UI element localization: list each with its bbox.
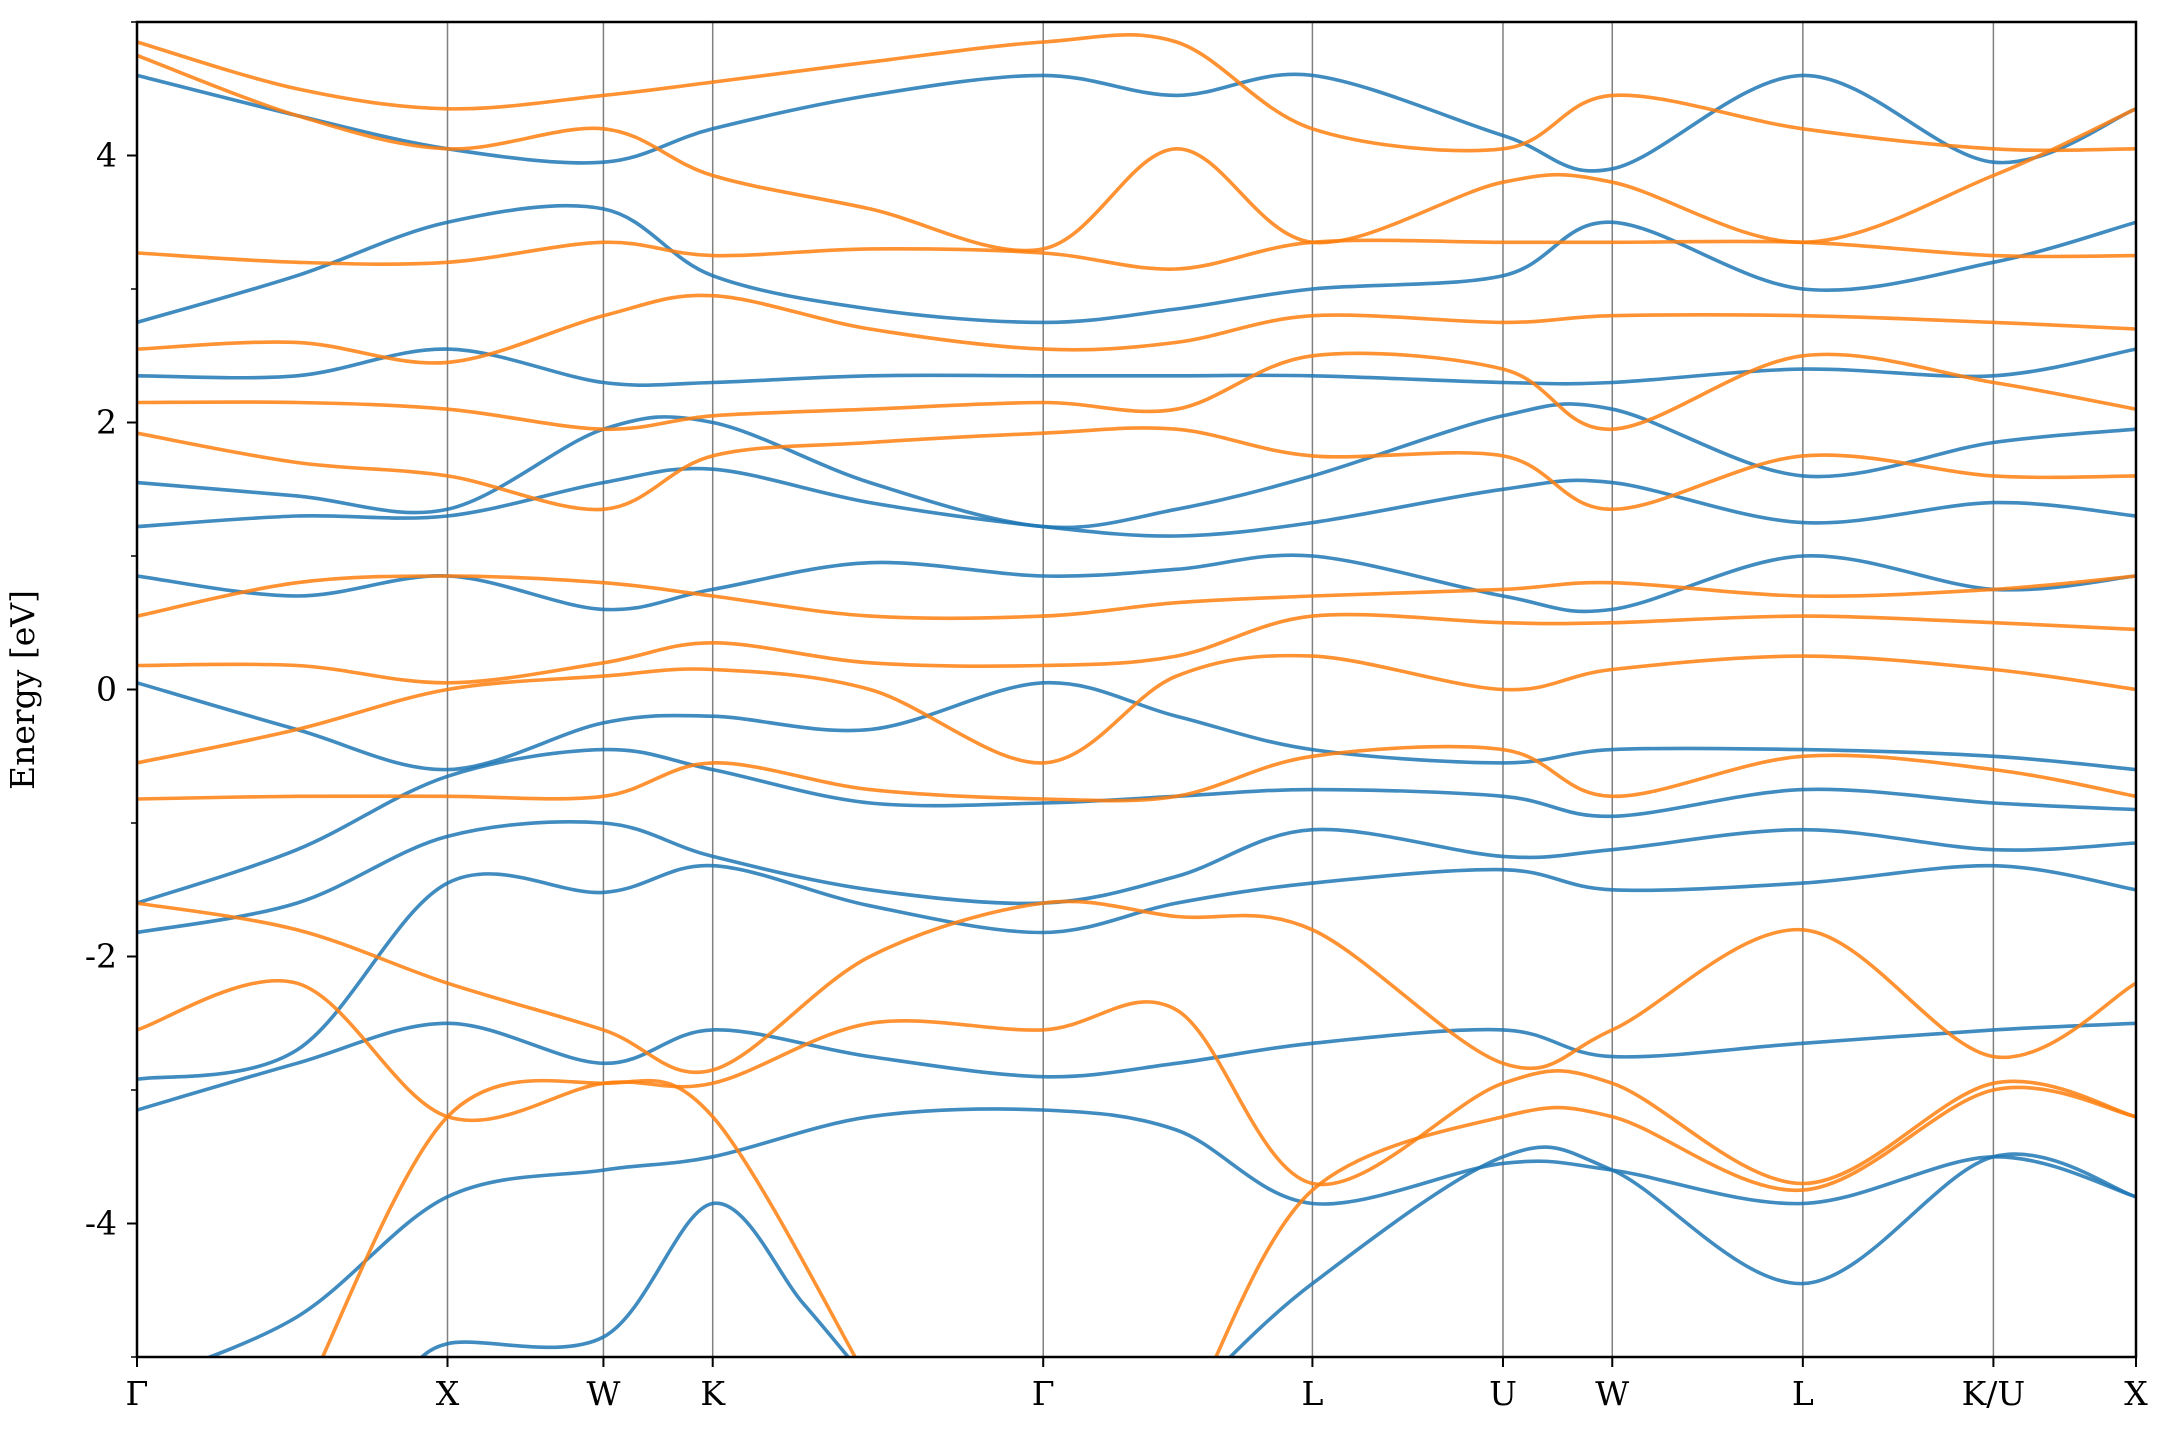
band-line-series-2 [137,53,2136,253]
band-line-series-1 [137,820,2136,935]
band-line-series-2 [137,293,2136,365]
band-line-series-1 [137,1021,2136,1112]
band-lines [137,33,2136,1357]
x-axis-ticks: Γ X W K Γ L U W L K/U X [126,1357,2148,1413]
band-line-series-2 [137,653,2136,765]
x-tick-label: L [1301,1374,1323,1413]
x-tick-label: Γ [126,1374,149,1413]
y-axis-ticks: -4 -2 0 2 4 [85,21,137,1358]
band-line-series-2 [137,612,2136,685]
band-line-series-2 [137,574,2136,620]
band-line-series-1 [419,1201,851,1357]
band-line-series-1 [204,1107,2136,1357]
band-line-series-2 [137,426,2136,512]
x-tick-label: U [1489,1374,1517,1413]
y-tick-label: -2 [85,937,117,976]
band-line-series-1 [1227,1145,2136,1357]
y-tick-label: 4 [96,136,117,175]
x-tick-label: K [700,1374,726,1413]
band-line-series-2 [1213,1085,2136,1357]
y-tick-label: 0 [96,670,117,709]
x-tick-label: W [586,1374,620,1413]
band-line-series-2 [320,1078,858,1357]
band-line-series-1 [137,347,2136,388]
band-line-series-2 [137,979,2136,1187]
y-tick-label: -4 [85,1204,117,1243]
band-line-series-1 [137,466,2136,538]
x-tick-label: Γ [1032,1374,1055,1413]
x-tick-label: X [2124,1374,2148,1413]
band-line-series-1 [137,402,2136,530]
band-line-series-2 [137,351,2136,432]
x-tick-label: L [1792,1374,1814,1413]
y-axis-title: Energy [eV] [3,590,42,790]
band-line-series-1 [137,680,2136,772]
x-tick-label: K/U [1962,1374,2026,1413]
band-line-series-2 [137,33,2136,153]
band-line-series-1 [137,72,2136,173]
x-tick-label: W [1595,1374,1629,1413]
band-line-series-2 [137,899,2136,1075]
band-line-series-1 [137,203,2136,325]
y-tick-label: 2 [96,403,117,442]
band-line-series-2 [137,744,2136,803]
x-tick-label: X [436,1374,460,1413]
band-line-series-1 [137,863,2136,1082]
